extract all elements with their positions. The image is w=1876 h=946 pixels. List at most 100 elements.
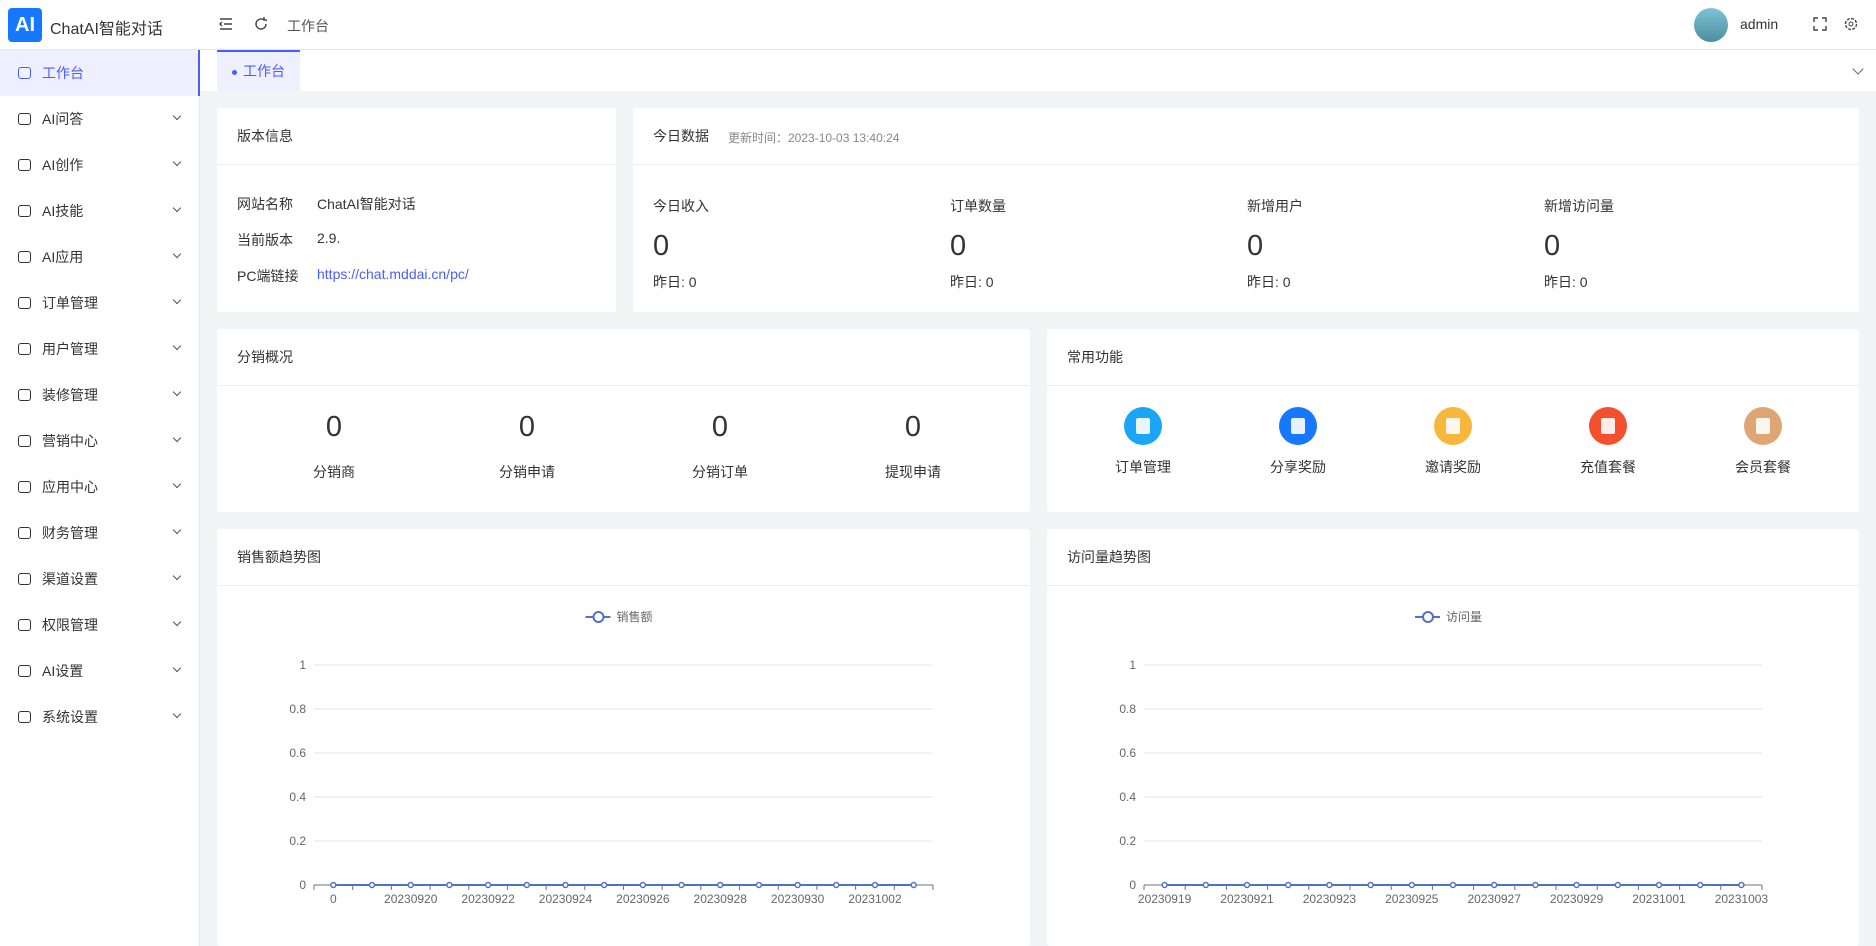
shortcut[interactable]: 邀请奖励 bbox=[1393, 402, 1513, 482]
collapse-button[interactable] bbox=[218, 16, 234, 32]
x-tick-label: 20230926 bbox=[616, 892, 670, 906]
menu-label: 财务管理 bbox=[42, 525, 98, 541]
tab[interactable]: 工作台 bbox=[217, 50, 300, 91]
stat-value: 0 bbox=[1544, 230, 1561, 262]
chevron bbox=[172, 571, 182, 581]
y-tick-label: 0.8 bbox=[1119, 702, 1136, 716]
card-title: 销售额趋势图 bbox=[217, 529, 1030, 586]
data-point bbox=[600, 881, 608, 889]
data-point bbox=[716, 881, 724, 889]
menu-item[interactable]: 用户管理 bbox=[0, 326, 200, 372]
shortcut[interactable]: 会员套餐 bbox=[1703, 402, 1823, 482]
chevron bbox=[172, 663, 182, 673]
data-point bbox=[833, 881, 840, 889]
menu-label: 应用中心 bbox=[42, 479, 98, 495]
y-tick-label: 0 bbox=[1129, 878, 1136, 892]
menu-item[interactable]: 权限管理 bbox=[0, 602, 200, 648]
update-time: 更新时间：2023-10-03 13:40:24 bbox=[728, 131, 900, 145]
settings-button[interactable] bbox=[1843, 16, 1859, 32]
menu-label: 工作台 bbox=[42, 65, 84, 81]
shortcut-glyph bbox=[1291, 418, 1305, 434]
chevron bbox=[172, 709, 182, 719]
card-title: 分销概况 bbox=[217, 329, 1030, 386]
menu-item[interactable]: 应用中心 bbox=[0, 464, 200, 510]
menu-item[interactable]: 工作台 bbox=[0, 50, 200, 96]
y-tick-label: 0.6 bbox=[1119, 746, 1136, 760]
fullscreen-button[interactable] bbox=[1812, 16, 1828, 32]
data-point bbox=[794, 881, 801, 889]
info-value: 2.9. bbox=[317, 230, 341, 246]
menu-item[interactable]: AI问答 bbox=[0, 96, 200, 142]
menu-item[interactable]: 订单管理 bbox=[0, 280, 200, 326]
x-tick-label: 20230927 bbox=[1468, 892, 1522, 906]
menu-item[interactable]: 系统设置 bbox=[0, 694, 200, 740]
menu-item[interactable]: AI设置 bbox=[0, 648, 200, 694]
menu-item[interactable]: AI创作 bbox=[0, 142, 200, 188]
menu-icon bbox=[18, 251, 31, 263]
y-tick-label: 0.8 bbox=[289, 702, 306, 716]
data-point bbox=[1202, 881, 1210, 889]
chevron bbox=[172, 525, 182, 535]
data-point bbox=[1614, 881, 1622, 889]
menu-item[interactable]: 营销中心 bbox=[0, 418, 200, 464]
shortcut-label: 订单管理 bbox=[1115, 459, 1171, 475]
menu-label: 装修管理 bbox=[42, 387, 98, 403]
shortcut[interactable]: 分享奖励 bbox=[1238, 402, 1358, 482]
refresh-button[interactable] bbox=[253, 16, 269, 32]
menu-item[interactable]: AI技能 bbox=[0, 188, 200, 234]
data-point bbox=[755, 881, 763, 889]
menu-icon bbox=[18, 619, 31, 631]
tab-menu[interactable] bbox=[1852, 63, 1864, 75]
data-point bbox=[1490, 881, 1498, 889]
x-tick-label: 20230924 bbox=[539, 892, 593, 906]
shortcut[interactable]: 订单管理 bbox=[1083, 402, 1203, 482]
menu-icon bbox=[18, 665, 31, 677]
stat-value: 0 bbox=[950, 230, 967, 262]
data-point bbox=[523, 881, 531, 889]
stat-label: 订单数量 bbox=[950, 198, 1006, 214]
card-title: 版本信息 bbox=[217, 108, 616, 165]
x-tick-label: 20230921 bbox=[1220, 892, 1274, 906]
x-tick-label: 20230920 bbox=[384, 892, 438, 906]
sidebar: 工作台 AI问答 AI创作 AI技能 AI应用 订单管理用户管理装修管理营销中心应用中心财… bbox=[0, 50, 200, 946]
shortcut[interactable]: 充值套餐 bbox=[1548, 402, 1668, 482]
data-point bbox=[1573, 881, 1580, 889]
user-name[interactable]: admin bbox=[1740, 16, 1779, 32]
x-tick-label: 20230925 bbox=[1385, 892, 1439, 906]
chevron bbox=[172, 479, 182, 489]
menu-label: 营销中心 bbox=[42, 433, 98, 449]
shortcut-label: 邀请奖励 bbox=[1425, 459, 1481, 475]
avatar[interactable] bbox=[1694, 8, 1728, 42]
shortcut-label: 充值套餐 bbox=[1580, 459, 1636, 475]
menu-label: 用户管理 bbox=[42, 341, 98, 357]
info-value: ChatAI智能对话 bbox=[317, 196, 416, 212]
x-tick-label: 20230929 bbox=[1550, 892, 1604, 906]
chevron bbox=[172, 433, 182, 443]
data-point bbox=[1532, 881, 1539, 889]
data-point bbox=[1161, 881, 1168, 889]
card-title: 访问量趋势图 bbox=[1047, 529, 1859, 586]
sales-chart-card: 销售额趋势图 0 0.2 0.4 0.6 0.8 1 0 20230920 20230922 20… bbox=[217, 529, 1030, 946]
legend-symbol bbox=[1422, 611, 1434, 623]
card-title: 今日数据 bbox=[633, 108, 1859, 165]
menu-item[interactable]: 装修管理 bbox=[0, 372, 200, 418]
info-value[interactable]: https://chat.mddai.cn/pc/ bbox=[317, 266, 469, 282]
stat-yesterday: 昨日: 0 bbox=[1247, 274, 1291, 290]
menu-item[interactable]: 渠道设置 bbox=[0, 556, 200, 602]
stat-label: 新增访问量 bbox=[1544, 198, 1614, 214]
data-point bbox=[484, 881, 492, 889]
data-point bbox=[407, 881, 414, 889]
data-point bbox=[1284, 881, 1292, 889]
data-point bbox=[562, 881, 569, 889]
menu-label: 权限管理 bbox=[42, 617, 98, 633]
y-tick-label: 0.6 bbox=[289, 746, 306, 760]
menu-item[interactable]: AI应用 bbox=[0, 234, 200, 280]
chevron bbox=[172, 203, 182, 213]
x-tick-label: 20230928 bbox=[694, 892, 748, 906]
logo: AI bbox=[8, 8, 42, 42]
stat-yesterday: 昨日: 0 bbox=[1544, 274, 1588, 290]
stat-label: 分销订单 bbox=[692, 464, 748, 480]
x-tick-label: 20230923 bbox=[1303, 892, 1357, 906]
menu-item[interactable]: 财务管理 bbox=[0, 510, 200, 556]
breadcrumb: 工作台 bbox=[287, 18, 329, 34]
